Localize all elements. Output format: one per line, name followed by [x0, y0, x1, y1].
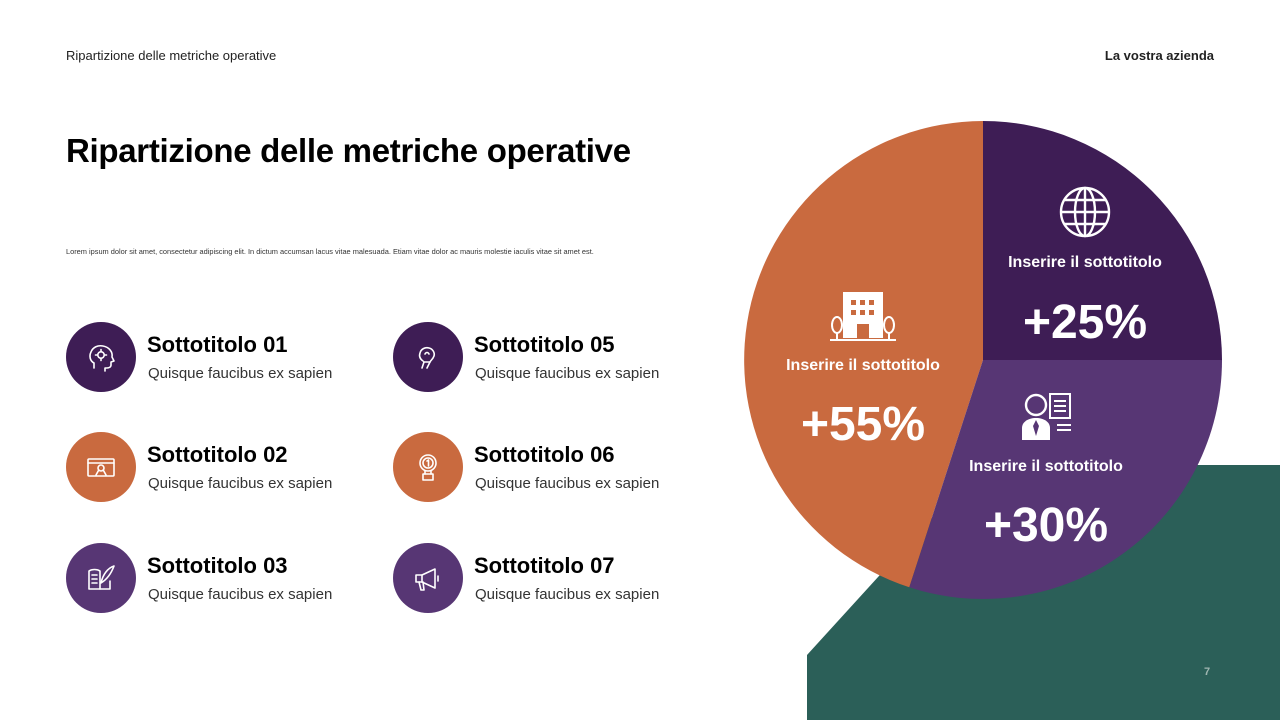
segment-value: +25%	[1023, 296, 1147, 349]
user-profile-icon	[1022, 393, 1071, 440]
company-name: La vostra azienda	[1104, 48, 1214, 63]
lightbulb-idea-icon	[393, 322, 463, 392]
item-subtitle: Quisque faucibus ex sapien	[148, 475, 333, 492]
item-subtitle: Quisque faucibus ex sapien	[148, 365, 333, 382]
item-title: Sottotitolo 07	[474, 553, 615, 578]
item-title: Sottotitolo 03	[147, 553, 288, 578]
list-item: Sottotitolo 05 Quisque faucibus ex sapie…	[393, 322, 713, 392]
certificate-icon	[66, 432, 136, 502]
body-text: Lorem ipsum dolor sit amet, consectetur …	[66, 247, 594, 256]
item-subtitle: Quisque faucibus ex sapien	[475, 586, 660, 603]
megaphone-icon	[393, 543, 463, 613]
segment-value: +55%	[801, 398, 925, 451]
list-item: Sottotitolo 07 Quisque faucibus ex sapie…	[393, 543, 713, 613]
item-subtitle: Quisque faucibus ex sapien	[475, 365, 660, 382]
segment-label: Inserire il sottotitolo	[969, 458, 1123, 475]
globe-icon	[1059, 186, 1111, 238]
segment-label: Inserire il sottotitolo	[1008, 254, 1162, 271]
list-item: Sottotitolo 06 Quisque faucibus ex sapie…	[393, 432, 713, 502]
item-subtitle: Quisque faucibus ex sapien	[475, 475, 660, 492]
item-subtitle: Quisque faucibus ex sapien	[148, 586, 333, 603]
head-gears-icon	[66, 322, 136, 392]
book-quill-icon	[66, 543, 136, 613]
list-item: Sottotitolo 02 Quisque faucibus ex sapie…	[66, 432, 386, 502]
item-title: Sottotitolo 06	[474, 442, 615, 467]
award-medal-icon	[393, 432, 463, 502]
segment-label: Inserire il sottotitolo	[786, 357, 940, 374]
page-number: 7	[1204, 666, 1211, 678]
list-item: Sottotitolo 01 Quisque faucibus ex sapie…	[66, 322, 386, 392]
segment-value: +30%	[984, 499, 1108, 552]
list-item: Sottotitolo 03 Quisque faucibus ex sapie…	[66, 543, 386, 613]
building-icon	[830, 292, 896, 341]
header-breadcrumb: Ripartizione delle metriche operative	[66, 48, 277, 63]
page-title: Ripartizione delle metriche operative	[66, 132, 631, 169]
pie-slice-dark-purple	[983, 121, 1222, 360]
pie-slice-purple	[909, 360, 1222, 599]
pie-slice-orange	[744, 121, 983, 588]
item-title: Sottotitolo 01	[147, 332, 288, 357]
item-title: Sottotitolo 05	[474, 332, 615, 357]
item-title: Sottotitolo 02	[147, 442, 288, 467]
